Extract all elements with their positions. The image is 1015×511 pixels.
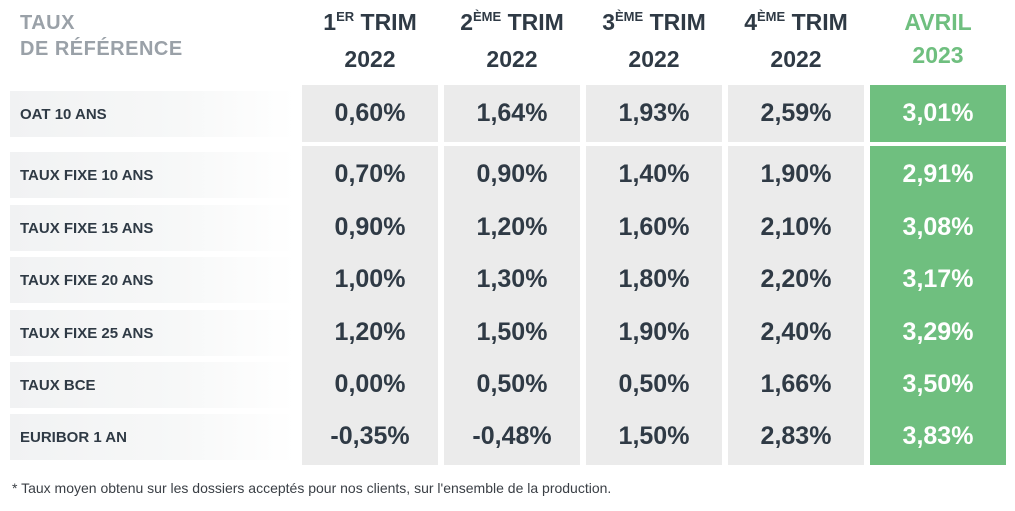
- table-cell: 1,40%: [586, 146, 722, 203]
- table-cell: 1,90%: [586, 304, 722, 361]
- table-cell: 3,83%: [870, 408, 1006, 465]
- column-header-word: TRIM: [507, 9, 564, 35]
- column-header-5: AVRIL 2023: [869, 4, 1007, 76]
- column-header-word: TRIM: [791, 9, 848, 35]
- table-cell: 1,00%: [302, 251, 438, 308]
- column-header-ordinal: ÈME: [473, 9, 502, 24]
- table-cell: 1,20%: [444, 199, 580, 256]
- table-cell: 0,00%: [302, 356, 438, 413]
- table-cell: 2,20%: [728, 251, 864, 308]
- column-header-period: AVRIL: [869, 6, 1007, 38]
- table-cell: 1,20%: [302, 304, 438, 361]
- column-header-number: 3: [602, 9, 615, 35]
- table-cell: 0,70%: [302, 146, 438, 203]
- column-header-ordinal: ÈME: [757, 9, 786, 24]
- column-header-word: TRIM: [360, 9, 417, 35]
- corner-label: TAUX DE RÉFÉRENCE: [20, 10, 183, 62]
- table-cell: -0,48%: [444, 408, 580, 465]
- table-cell: 3,17%: [870, 251, 1006, 308]
- table-cell: 3,50%: [870, 356, 1006, 413]
- column-header-period: 4ÈME TRIM: [727, 6, 865, 42]
- column-header-period: 3ÈME TRIM: [585, 6, 723, 42]
- row-label: EURIBOR 1 AN: [10, 414, 295, 460]
- table-cell: 1,64%: [444, 85, 580, 142]
- column-header-ordinal: ÈME: [615, 9, 644, 24]
- table-cell: 1,50%: [444, 304, 580, 361]
- row-label: TAUX FIXE 20 ANS: [10, 257, 295, 303]
- table-cell: 0,60%: [302, 85, 438, 142]
- table-cell: 2,10%: [728, 199, 864, 256]
- table-cell: 1,90%: [728, 146, 864, 203]
- corner-label-line-2: DE RÉFÉRENCE: [20, 38, 183, 60]
- row-label: TAUX FIXE 10 ANS: [10, 152, 295, 198]
- table-cell: 1,80%: [586, 251, 722, 308]
- column-header-period: 2ÈME TRIM: [443, 6, 581, 42]
- table-cell: 1,66%: [728, 356, 864, 413]
- table-cell: 1,60%: [586, 199, 722, 256]
- column-header-1: 1ER TRIM 2022: [301, 4, 439, 76]
- table-cell: 0,50%: [586, 356, 722, 413]
- table-cell: -0,35%: [302, 408, 438, 465]
- row-label: TAUX FIXE 25 ANS: [10, 310, 295, 356]
- column-header-period: 1ER TRIM: [301, 6, 439, 42]
- row-label: TAUX BCE: [10, 362, 295, 408]
- table-cell: 2,83%: [728, 408, 864, 465]
- column-header-3: 3ÈME TRIM 2022: [585, 4, 723, 76]
- column-header-ordinal: ER: [336, 9, 355, 24]
- column-header-word: AVRIL: [904, 9, 972, 35]
- table-cell: 2,91%: [870, 146, 1006, 203]
- column-header-2: 2ÈME TRIM 2022: [443, 4, 581, 76]
- table-cell: 3,08%: [870, 199, 1006, 256]
- table-cell: 0,90%: [444, 146, 580, 203]
- table-cell: 1,50%: [586, 408, 722, 465]
- table-cell: 0,50%: [444, 356, 580, 413]
- column-header-year: 2023: [912, 42, 964, 68]
- column-header-year: 2022: [770, 46, 822, 72]
- table-cell: 2,40%: [728, 304, 864, 361]
- column-header-number: 1: [323, 9, 337, 35]
- column-header-year: 2022: [628, 46, 680, 72]
- table-cell: 1,30%: [444, 251, 580, 308]
- table-cell: 1,93%: [586, 85, 722, 142]
- row-label: TAUX FIXE 15 ANS: [10, 205, 295, 251]
- table-cell: 3,01%: [870, 85, 1006, 142]
- table-cell: 2,59%: [728, 85, 864, 142]
- table-cell: 3,29%: [870, 304, 1006, 361]
- column-header-number: 2: [460, 9, 473, 35]
- corner-label-line-1: TAUX: [20, 12, 75, 34]
- column-header-number: 4: [744, 9, 757, 35]
- column-header-4: 4ÈME TRIM 2022: [727, 4, 865, 76]
- footnote: * Taux moyen obtenu sur les dossiers acc…: [12, 480, 612, 496]
- column-header-year: 2022: [486, 46, 538, 72]
- row-label: OAT 10 ANS: [10, 91, 295, 137]
- column-header-word: TRIM: [649, 9, 706, 35]
- table-cell: 0,90%: [302, 199, 438, 256]
- column-header-year: 2022: [344, 46, 396, 72]
